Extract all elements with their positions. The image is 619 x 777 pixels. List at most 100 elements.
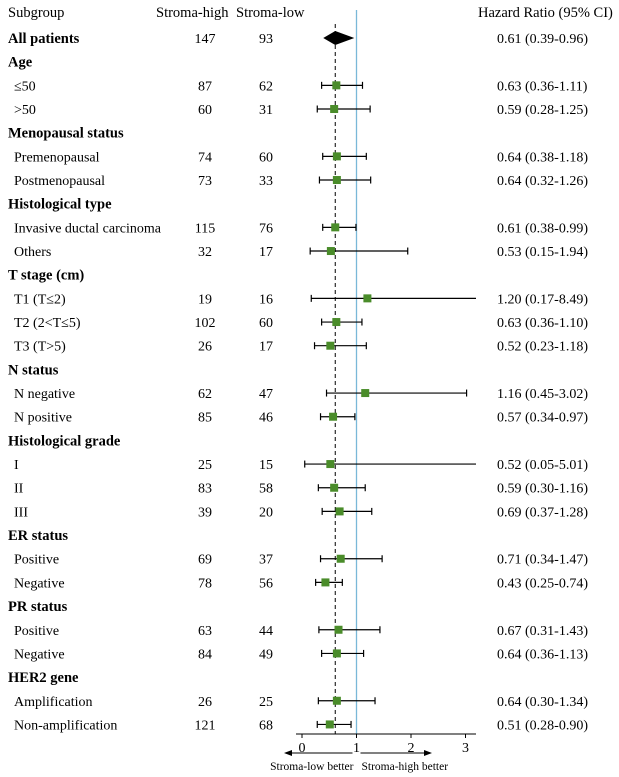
- forest-rows: All patients 147 93 0.61 (0.39-0.96) Age ≤50 8…: [8, 31, 588, 733]
- hr-point-marker: [330, 483, 339, 492]
- subgroup-label: II: [14, 482, 24, 497]
- stroma-high-count: 62: [198, 387, 212, 402]
- hr-point-marker: [330, 105, 339, 114]
- subgroup-label: N positive: [14, 411, 72, 426]
- hazard-ratio-text: 0.63 (0.36-1.11): [497, 79, 588, 94]
- hazard-ratio-text: 0.59 (0.30-1.16): [497, 482, 588, 497]
- category-label: Histological type: [8, 197, 112, 213]
- stroma-high-count: 102: [195, 316, 216, 331]
- header-hazard-ratio: Hazard Ratio (95% CI): [478, 5, 613, 21]
- category-label: ER status: [8, 528, 68, 544]
- arrow-right-head: [424, 750, 432, 756]
- stroma-low-count: 62: [259, 79, 273, 94]
- hr-point-marker: [335, 507, 344, 516]
- subgroup-label: >50: [14, 103, 36, 118]
- hr-point-marker: [332, 176, 341, 185]
- hr-point-marker: [336, 554, 345, 563]
- stroma-high-count: 60: [198, 103, 212, 118]
- x-tick-label: 1: [353, 741, 360, 756]
- subgroup-label: Positive: [14, 553, 59, 568]
- hr-point-marker: [326, 460, 335, 469]
- overall-label: All patients: [8, 31, 80, 47]
- stroma-low-count: 33: [259, 174, 273, 189]
- subgroup-label: Positive: [14, 624, 59, 639]
- hazard-ratio-text: 0.64 (0.38-1.18): [497, 150, 588, 165]
- hazard-ratio-text: 1.20 (0.17-8.49): [497, 292, 588, 307]
- stroma-low-count: 16: [259, 292, 273, 307]
- stroma-low-count: 60: [259, 150, 273, 165]
- stroma-high-count: 19: [198, 292, 212, 307]
- stroma-high-count: 147: [195, 32, 216, 47]
- hazard-ratio-text: 0.71 (0.34-1.47): [497, 553, 588, 568]
- hazard-ratio-text: 0.64 (0.32-1.26): [497, 174, 588, 189]
- hr-point-marker: [326, 341, 335, 350]
- hazard-ratio-text: 0.69 (0.37-1.28): [497, 505, 588, 520]
- stroma-high-count: 84: [198, 647, 212, 662]
- hazard-ratio-text: 0.61 (0.39-0.96): [497, 32, 588, 47]
- stroma-high-count: 32: [198, 245, 212, 260]
- hazard-ratio-text: 1.16 (0.45-3.02): [497, 387, 588, 402]
- subgroup-label: Invasive ductal carcinoma: [14, 221, 162, 236]
- subgroup-label: Negative: [14, 576, 65, 591]
- hr-point-marker: [363, 294, 372, 303]
- subgroup-label: Premenopausal: [14, 150, 100, 165]
- hazard-ratio-text: 0.67 (0.31-1.43): [497, 624, 588, 639]
- stroma-high-count: 78: [198, 576, 212, 591]
- stroma-high-count: 83: [198, 482, 212, 497]
- stroma-high-count: 63: [198, 624, 212, 639]
- category-label: N status: [8, 362, 59, 378]
- subgroup-label: N negative: [14, 387, 75, 402]
- header-stroma-low: Stroma-low: [236, 5, 305, 21]
- hazard-ratio-text: 0.64 (0.36-1.13): [497, 647, 588, 662]
- subgroup-label: T2 (2<T≤5): [14, 316, 81, 331]
- stroma-high-count: 69: [198, 553, 212, 568]
- stroma-low-count: 46: [259, 411, 273, 426]
- x-axis: 0 1 2 3: [296, 733, 476, 756]
- stroma-low-count: 44: [259, 624, 273, 639]
- hr-point-marker: [332, 696, 341, 705]
- category-label: Histological grade: [8, 433, 121, 449]
- hazard-ratio-text: 0.43 (0.25-0.74): [497, 576, 588, 591]
- subgroup-label: Others: [14, 245, 51, 260]
- stroma-high-count: 115: [195, 221, 215, 236]
- stroma-low-count: 31: [259, 103, 273, 118]
- subgroup-label: Amplification: [14, 695, 93, 710]
- subgroup-label: T3 (T>5): [14, 340, 66, 355]
- stroma-high-count: 26: [198, 695, 212, 710]
- subgroup-label: I: [14, 458, 19, 473]
- hazard-ratio-text: 0.52 (0.05-5.01): [497, 458, 588, 473]
- hazard-ratio-text: 0.61 (0.38-0.99): [497, 221, 588, 236]
- arrow-left-head: [284, 750, 292, 756]
- x-tick-label: 3: [462, 741, 469, 756]
- hr-point-marker: [326, 247, 335, 256]
- stroma-high-count: 25: [198, 458, 212, 473]
- hr-point-marker: [332, 649, 341, 658]
- category-label: Menopausal status: [8, 126, 124, 142]
- hr-point-marker: [321, 578, 330, 587]
- hazard-ratio-text: 0.53 (0.15-1.94): [497, 245, 588, 260]
- stroma-low-count: 56: [259, 576, 273, 591]
- stroma-high-count: 121: [195, 718, 216, 733]
- hazard-ratio-text: 0.51 (0.28-0.90): [497, 718, 588, 733]
- category-label: Age: [8, 55, 33, 71]
- hazard-ratio-text: 0.63 (0.36-1.10): [497, 316, 588, 331]
- subgroup-label: Postmenopausal: [14, 174, 105, 189]
- stroma-low-better-label: Stroma-low better: [270, 761, 354, 773]
- x-tick-label: 0: [299, 741, 306, 756]
- hr-point-marker: [325, 720, 334, 729]
- stroma-low-count: 17: [259, 245, 273, 260]
- stroma-low-count: 68: [259, 718, 273, 733]
- hr-point-marker: [331, 223, 340, 232]
- category-label: PR status: [8, 599, 68, 615]
- subgroup-label: Non-amplification: [14, 718, 117, 733]
- hr-point-marker: [334, 625, 343, 634]
- hr-point-marker: [332, 318, 341, 327]
- overall-diamond: [323, 31, 355, 45]
- stroma-high-count: 73: [198, 174, 212, 189]
- stroma-low-count: 17: [259, 340, 273, 355]
- stroma-high-count: 85: [198, 411, 212, 426]
- header-stroma-high: Stroma-high: [156, 5, 229, 21]
- hazard-ratio-text: 0.64 (0.30-1.34): [497, 695, 588, 710]
- hr-point-marker: [361, 389, 370, 398]
